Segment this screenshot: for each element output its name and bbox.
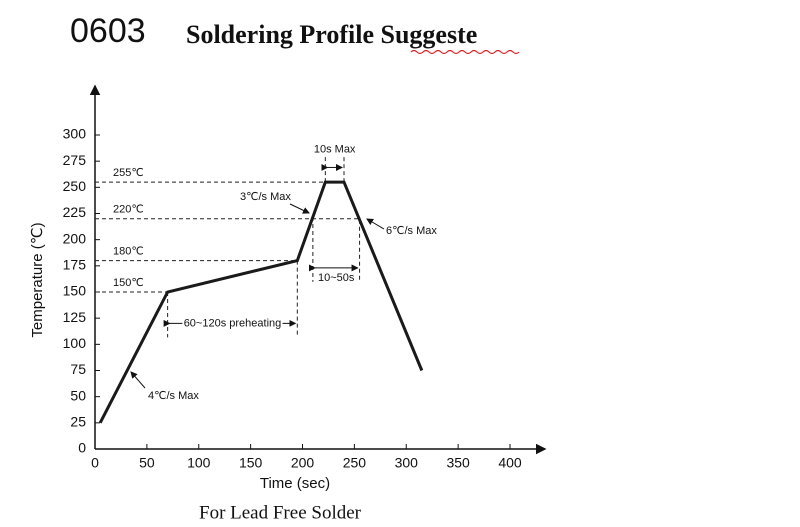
slope-note: 6℃/s Max <box>386 225 437 237</box>
note-arrow <box>130 371 146 389</box>
y-tick-label: 300 <box>63 126 87 142</box>
title-prefix: 0603 <box>70 12 146 50</box>
x-tick-label: 50 <box>139 455 155 471</box>
note-arrow <box>289 203 310 214</box>
y-tick-label: 50 <box>70 387 86 403</box>
y-tick-label: 0 <box>78 440 86 456</box>
y-tick-label: 125 <box>63 309 87 325</box>
chart-title: Soldering Profile Suggeste <box>186 20 477 49</box>
x-tick-label: 0 <box>91 455 99 471</box>
note-arrow <box>366 218 385 230</box>
y-tick-label: 25 <box>70 414 86 430</box>
reference-label: 220℃ <box>113 204 144 216</box>
profile-line <box>98 180 424 424</box>
y-tick-label: 75 <box>70 361 86 377</box>
y-tick-label: 100 <box>63 335 87 351</box>
x-tick-label: 200 <box>291 455 315 471</box>
x-tick-label: 300 <box>395 455 419 471</box>
spell-underline <box>410 49 520 55</box>
x-tick-label: 250 <box>343 455 367 471</box>
x-tick-label: 150 <box>239 455 263 471</box>
y-axis-label: Temperature (℃) <box>29 222 46 337</box>
x-tick-label: 350 <box>446 455 470 471</box>
slope-note: 4℃/s Max <box>148 390 199 402</box>
x-tick-label: 100 <box>187 455 211 471</box>
y-tick-label: 225 <box>63 204 87 220</box>
span-label: 10s Max <box>314 143 356 155</box>
slope-note: 3℃/s Max <box>240 191 291 203</box>
x-axis-label: Time (sec) <box>260 475 330 492</box>
reference-label: 150℃ <box>113 277 144 289</box>
reference-label: 180℃ <box>113 246 144 258</box>
x-tick-label: 400 <box>498 455 522 471</box>
y-tick-label: 200 <box>63 230 87 246</box>
caption: For Lead Free Solder <box>199 502 362 523</box>
span-label: 10~50s <box>318 272 355 284</box>
y-tick-label: 275 <box>63 152 87 168</box>
y-tick-label: 250 <box>63 178 87 194</box>
y-tick-label: 150 <box>63 283 87 299</box>
span-label: 60~120s preheating <box>184 317 282 329</box>
reference-label: 255℃ <box>113 167 144 179</box>
y-tick-label: 175 <box>63 257 87 273</box>
